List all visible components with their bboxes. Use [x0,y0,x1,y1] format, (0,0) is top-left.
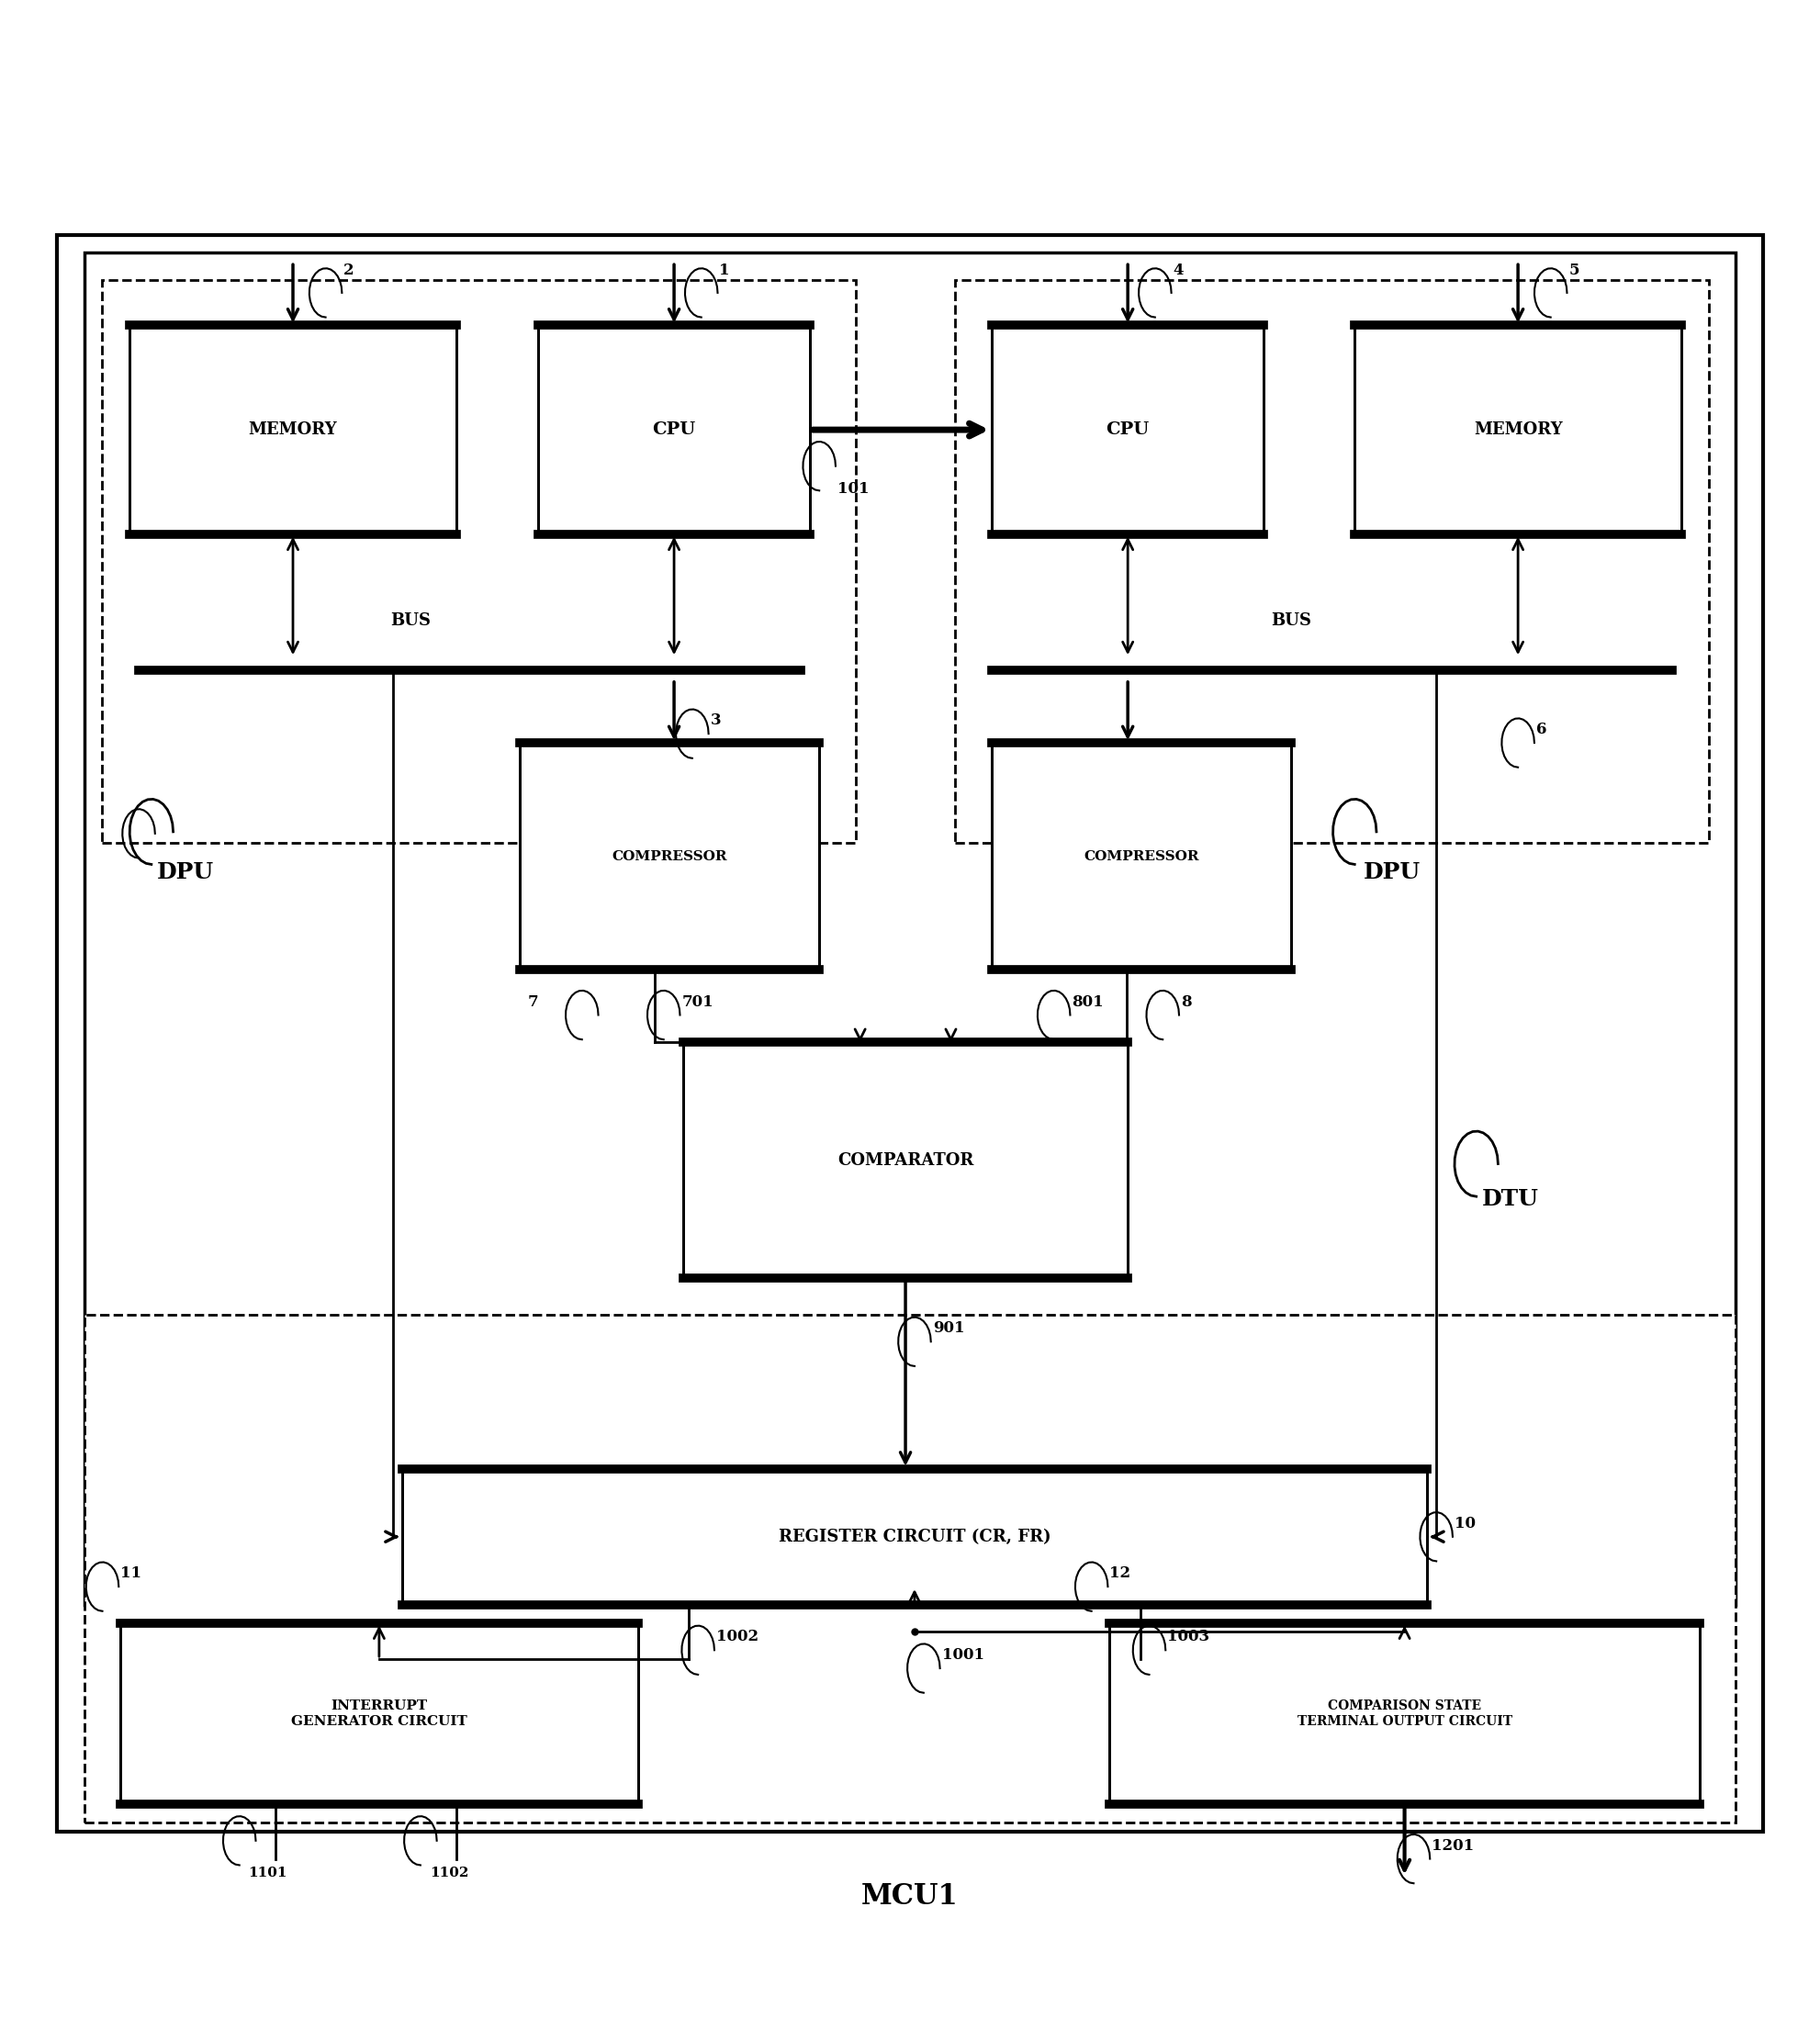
Text: 701: 701 [682,995,713,1009]
Text: MEMORY: MEMORY [249,422,337,438]
Text: CPU: CPU [1107,422,1150,438]
Bar [1110,1622,1700,1805]
Bar [120,1622,637,1805]
Bar [129,325,457,534]
Text: CPU: CPU [652,422,695,438]
Text: 6: 6 [1536,723,1547,737]
Text: REGISTER CIRCUIT (CR, FR): REGISTER CIRCUIT (CR, FR) [779,1529,1050,1545]
Text: 7: 7 [528,995,539,1009]
Bar [402,1468,1427,1606]
Text: 1002: 1002 [715,1630,759,1644]
Text: BUS: BUS [391,611,431,629]
Text: 1101: 1101 [249,1868,288,1880]
Bar [84,254,1736,1606]
Text: 1003: 1003 [1167,1630,1210,1644]
Text: 1201: 1201 [1432,1837,1474,1853]
Bar [682,1041,1128,1279]
Text: MCU1: MCU1 [861,1882,959,1910]
Text: 10: 10 [1454,1516,1476,1531]
Bar [102,280,855,842]
Bar [992,325,1263,534]
Bar [1354,325,1682,534]
Bar [84,1313,1736,1823]
Bar [539,325,810,534]
Text: MEMORY: MEMORY [1474,422,1562,438]
Bar [956,280,1709,842]
Text: 2: 2 [344,262,355,278]
Text: 101: 101 [837,481,870,497]
Text: BUS: BUS [1270,611,1312,629]
Bar [992,743,1290,970]
Text: 801: 801 [1072,995,1103,1009]
Text: 1102: 1102 [430,1868,468,1880]
Text: COMPARISON STATE
TERMINAL OUTPUT CIRCUIT: COMPARISON STATE TERMINAL OUTPUT CIRCUIT [1298,1699,1512,1728]
Bar [56,235,1764,1831]
Text: INTERRUPT
GENERATOR CIRCUIT: INTERRUPT GENERATOR CIRCUIT [291,1699,468,1728]
Text: 1: 1 [719,262,730,278]
Text: COMPRESSOR: COMPRESSOR [1083,851,1199,863]
Text: COMPRESSOR: COMPRESSOR [612,851,728,863]
Text: 5: 5 [1569,262,1580,278]
Text: 11: 11 [120,1565,142,1581]
Text: 901: 901 [932,1322,965,1336]
Text: 4: 4 [1174,262,1183,278]
Text: 1001: 1001 [941,1646,985,1663]
Text: 8: 8 [1181,995,1192,1009]
Bar [521,743,819,970]
Text: DPU: DPU [1363,861,1421,883]
Text: DPU: DPU [157,861,215,883]
Text: COMPARATOR: COMPARATOR [837,1151,974,1169]
Text: 12: 12 [1110,1565,1130,1581]
Text: DTU: DTU [1481,1188,1538,1210]
Text: 3: 3 [710,713,721,729]
